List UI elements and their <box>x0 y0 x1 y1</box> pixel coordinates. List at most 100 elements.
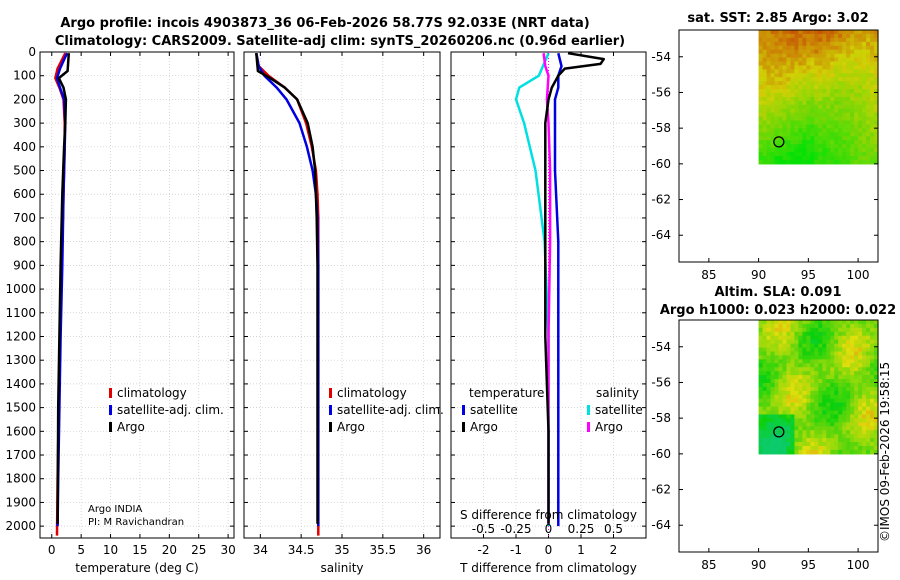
map-sla-cell <box>842 390 847 396</box>
map-sst-cell <box>790 81 796 86</box>
map-sst-cell <box>822 104 827 110</box>
map-sla-cell <box>770 335 776 341</box>
map-sla-cell <box>798 438 803 443</box>
map-sla-cell <box>766 347 772 353</box>
map-sla-cell <box>778 375 784 380</box>
map-sst-cell <box>770 132 776 137</box>
map-sla-cell <box>786 394 792 400</box>
map-sst-cell <box>834 152 839 157</box>
map-sla-cell <box>850 434 855 439</box>
map-sla-cell <box>838 335 843 341</box>
map-sst-cell <box>818 81 823 86</box>
map-sla-cell <box>762 442 768 447</box>
map-sla-cell <box>862 426 867 431</box>
map-sla-cell <box>838 359 843 364</box>
map-sst-cell <box>838 120 843 126</box>
map-sla-cell <box>770 394 776 400</box>
map-sst-cell <box>778 100 784 106</box>
map-sla-cell <box>770 339 776 345</box>
map-sst-cell <box>862 144 867 149</box>
map-sst-cell <box>790 89 796 94</box>
map-sst-cell <box>870 112 875 118</box>
map-sla-cell <box>838 347 843 353</box>
map-sst-cell <box>766 132 772 137</box>
map-sst-cell <box>790 104 796 110</box>
map-sla-cell <box>854 379 859 384</box>
map-sla-cell <box>830 323 835 329</box>
map-sst-cell <box>778 65 784 70</box>
sal-panel-xtick-label: 34.5 <box>288 543 315 557</box>
map-sla-cell <box>786 418 792 423</box>
map-sst-cell <box>790 85 796 90</box>
map-sla-cell <box>834 406 839 412</box>
map-sst-cell <box>858 77 863 82</box>
map-sla-cell <box>798 355 803 360</box>
map-sst-cell <box>818 159 823 165</box>
map-sla-cell <box>846 445 851 451</box>
map-sst-cell <box>870 92 875 98</box>
map-sla-cell <box>794 367 799 372</box>
map-sla-cell <box>786 386 792 392</box>
map-sst-cell <box>766 100 772 106</box>
map-sla-cell <box>858 371 863 376</box>
map-sst-cell <box>762 140 768 145</box>
map-sla-cell <box>810 438 815 443</box>
map-sst-cell <box>794 152 799 157</box>
map-sst-cell <box>830 61 835 67</box>
map-sla-cell <box>870 343 875 349</box>
map-sst-cell <box>806 41 811 47</box>
map-sla-cell <box>782 414 788 420</box>
map-sst-cell <box>814 112 819 118</box>
map-sla-cell <box>842 367 847 372</box>
map-sla-cell <box>774 351 780 357</box>
map-sst-cell <box>794 45 799 51</box>
map-sla-cell <box>862 351 867 357</box>
map-sla-cell <box>866 434 871 439</box>
map-sst-cell <box>790 159 796 165</box>
map-sst-cell <box>790 96 796 102</box>
map-sst-cell <box>778 96 784 102</box>
map-sst-cell <box>758 152 764 157</box>
map-sla-cell <box>766 410 772 416</box>
map-sst-ytick-label: -58 <box>651 121 671 135</box>
map-sla-cell <box>794 379 799 384</box>
map-sla-cell <box>874 320 879 325</box>
map-sla-cell <box>798 379 803 384</box>
map-sla-cell <box>858 347 863 353</box>
map-sst-cell <box>862 65 867 70</box>
map-sst-cell <box>818 30 823 35</box>
map-sla-cell <box>810 343 815 349</box>
map-sla-cell <box>790 335 796 341</box>
map-sla-cell <box>770 430 776 435</box>
map-sla-cell <box>786 379 792 384</box>
map-sla-cell <box>830 335 835 341</box>
map-sla-cell <box>782 402 788 408</box>
map-sst-cell <box>810 37 815 43</box>
map-sla-cell <box>846 320 851 325</box>
map-sla-cell <box>786 449 792 455</box>
map-sst-cell <box>810 124 815 130</box>
map-sst-cell <box>782 96 788 102</box>
map-sla-cell <box>874 343 879 349</box>
map-sst-cell <box>810 33 815 39</box>
map-sla-cell <box>818 426 823 431</box>
map-sst-cell <box>766 41 772 47</box>
map-sst-cell <box>874 152 879 157</box>
map-sla-cell <box>846 394 851 400</box>
map-sst-cell <box>762 65 768 70</box>
map-sla-cell <box>762 418 768 423</box>
map-sla-cell <box>802 426 807 431</box>
map-sla-cell <box>846 430 851 435</box>
map-sst-cell <box>782 132 788 137</box>
map-sst-cell <box>778 77 784 82</box>
map-sst-cell <box>846 92 851 98</box>
map-sla-cell <box>838 410 843 416</box>
map-sla-cell <box>858 367 863 372</box>
map-sst-cell <box>786 53 792 59</box>
map-sst-cell <box>830 30 835 35</box>
map-sla-cell <box>766 379 772 384</box>
map-sla-cell <box>862 339 867 345</box>
sal-legend-argo-swatch <box>329 422 332 432</box>
map-sst-cell <box>802 128 807 133</box>
map-sla-cell <box>842 339 847 345</box>
